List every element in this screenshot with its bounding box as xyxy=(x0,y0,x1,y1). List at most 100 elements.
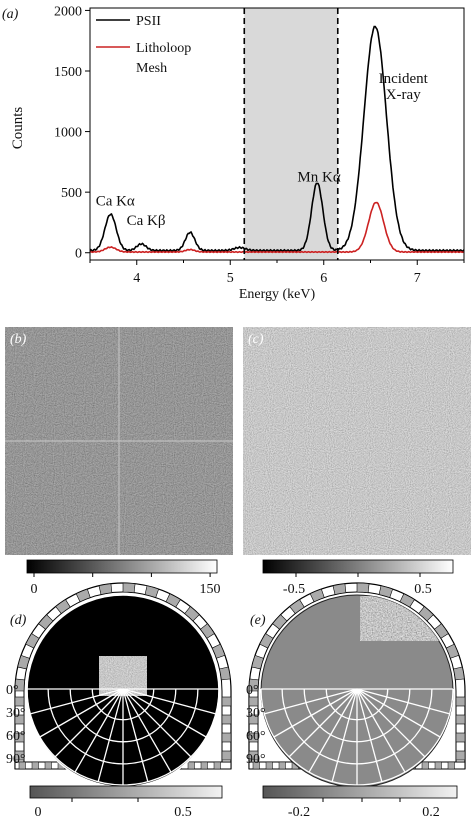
polar-grid-spoke xyxy=(308,688,358,773)
polar-frame-block xyxy=(356,582,370,593)
polar-frame-block xyxy=(248,732,259,743)
polar-frame-block xyxy=(211,643,226,659)
polar-frame-block xyxy=(18,761,26,770)
colorbar-e-max: 0.2 xyxy=(422,805,440,818)
polar-angle-label: 90° xyxy=(6,752,26,767)
polar-grid-spoke xyxy=(39,688,124,738)
polar-grid-spoke xyxy=(288,688,358,758)
polar-grid-spoke xyxy=(356,688,406,773)
colorbar-c-min: -0.5 xyxy=(283,582,305,597)
polar-frame-block xyxy=(332,583,347,595)
polar-angle-label: 60° xyxy=(246,729,266,744)
polar-grid-spoke xyxy=(356,688,450,715)
polar-frame-block xyxy=(418,606,434,622)
polar-grid-spoke xyxy=(264,688,358,715)
polar-angle-labels-e: 0° 30° 60° 90° xyxy=(246,683,266,767)
polar-frame-block xyxy=(455,732,466,743)
polar-grid-spoke xyxy=(122,688,192,758)
polar-grid-spoke xyxy=(97,688,124,782)
polar-frame-block xyxy=(447,761,455,770)
image-panel-c: (c) xyxy=(243,327,471,555)
polar-frame-block xyxy=(31,761,39,770)
panel-label-a: (a) xyxy=(2,7,19,22)
polar-frame-block xyxy=(144,585,160,598)
polar-grid-spoke xyxy=(356,688,441,738)
colorbar-e-min: -0.2 xyxy=(288,805,310,818)
legend-label-mesh-line2: Mesh xyxy=(136,61,167,76)
y-tick-label: 500 xyxy=(61,186,82,201)
ticks-layer: 4 5 6 7 0 500 1000 1500 2000 xyxy=(54,4,465,286)
polar-frame-block xyxy=(25,633,40,649)
polar-frame-block xyxy=(221,714,232,725)
polar-grid-spoke xyxy=(122,688,149,782)
panel-label-d: (d) xyxy=(10,613,27,628)
polar-frame-block xyxy=(265,761,273,770)
polar-frame-block xyxy=(38,614,54,630)
polar-grid-spoke xyxy=(30,688,124,715)
polar-frame-block xyxy=(248,678,259,692)
polar-frame-block xyxy=(184,606,200,622)
polar-frame-block xyxy=(187,761,195,770)
x-tick-label: 5 xyxy=(227,271,234,286)
polar-frame-block xyxy=(453,666,465,681)
polar-frame-block xyxy=(272,614,288,630)
polar-angle-label: 90° xyxy=(246,752,266,767)
polar-grid-spoke xyxy=(356,688,383,782)
polar-frame-block xyxy=(219,666,231,681)
polar-frame-block xyxy=(14,750,25,761)
polar-panel-d: (d) 0° 30° 60° 90° xyxy=(6,582,232,788)
y-tick-label: 1500 xyxy=(54,65,82,80)
polar-frame-block xyxy=(455,696,466,707)
polar-frame-block xyxy=(251,654,264,670)
y-tick-label: 2000 xyxy=(54,4,82,19)
colorbar-c: -0.5 0.5 xyxy=(262,559,454,597)
polar-angle-labels-d: 0° 30° 60° 90° xyxy=(6,683,26,767)
y-tick-label: 0 xyxy=(75,247,82,262)
colorbar-d: 0 0.5 xyxy=(29,785,223,818)
panel-label-e: (e) xyxy=(250,613,266,628)
y-tick-label: 1000 xyxy=(54,126,82,141)
polar-frame-block xyxy=(455,750,466,761)
colorbar-e: -0.2 0.2 xyxy=(262,785,458,818)
polar-grid-spoke xyxy=(273,688,358,738)
colorbar-b-min: 0 xyxy=(31,582,38,597)
polar-frame-block xyxy=(434,761,442,770)
x-tick-label: 7 xyxy=(414,271,421,286)
polar-frame-block xyxy=(200,761,208,770)
polar-grid-spoke xyxy=(54,688,124,758)
polar-frame-block xyxy=(44,761,52,770)
x-tick-label: 6 xyxy=(320,271,327,286)
polar-frame-block xyxy=(221,750,232,761)
panel-label-c: (c) xyxy=(248,332,264,347)
annotation-label: Ca Kα xyxy=(96,193,135,209)
colorbar-b: 0 150 xyxy=(26,559,221,597)
polar-angle-label: 30° xyxy=(6,706,26,721)
polar-grid-spoke xyxy=(331,688,358,782)
polar-frame-block xyxy=(221,696,232,707)
y-axis-label: Counts xyxy=(10,107,26,150)
polar-frame-block xyxy=(259,633,274,649)
polar-frame-block xyxy=(122,582,136,593)
polar-grid-spoke xyxy=(74,688,124,773)
polar-frame-block xyxy=(98,583,113,595)
x-tick-label: 4 xyxy=(133,271,140,286)
polar-frame-block xyxy=(278,761,286,770)
polar-frame-block xyxy=(252,761,260,770)
polar-grid-spoke xyxy=(122,688,207,738)
polar-grid-spoke xyxy=(356,688,426,758)
polar-angle-label: 0° xyxy=(6,683,19,698)
polar-frame-block xyxy=(55,599,71,615)
x-axis-label: Energy (keV) xyxy=(239,287,316,302)
polar-frame-block xyxy=(445,643,460,659)
panel-label-b: (b) xyxy=(10,332,27,347)
annotation-label: X-ray xyxy=(386,87,421,103)
polar-frame-block xyxy=(433,623,449,639)
polar-panel-e: (e) 0° 30° 60° 90° xyxy=(246,582,466,788)
polar-grid-d xyxy=(26,688,220,786)
polar-frame-block xyxy=(14,696,25,707)
annotation-label: Ca Kβ xyxy=(127,213,166,229)
polar-frame-block xyxy=(309,588,325,603)
colorbar-b-ticks xyxy=(33,573,211,577)
polar-frame-block xyxy=(14,714,25,725)
